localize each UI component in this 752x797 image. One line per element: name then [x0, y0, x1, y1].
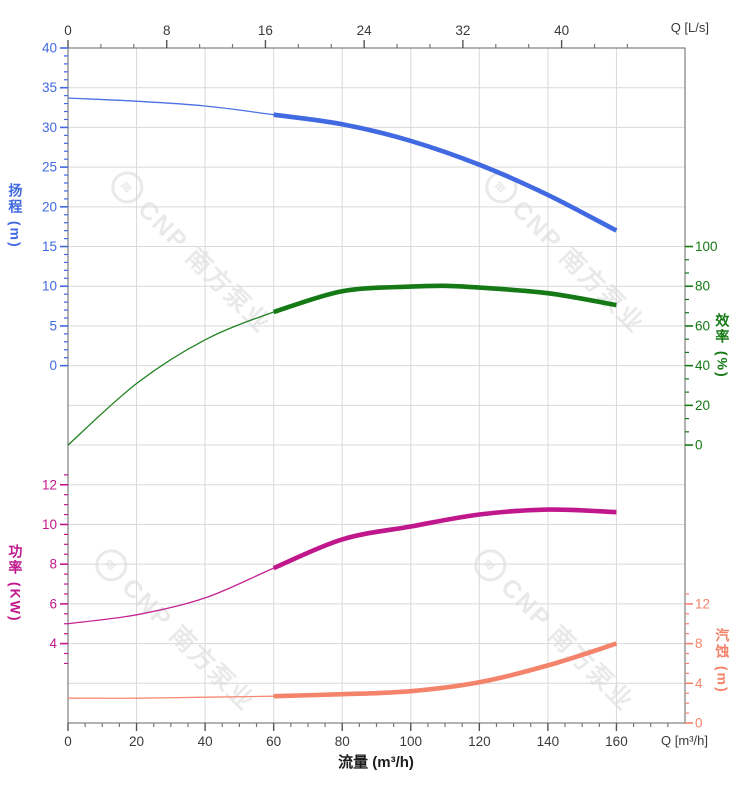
- bottom-tick-label: 0: [64, 734, 72, 749]
- head-tick-label: 5: [49, 318, 57, 333]
- bottom-tick-label: 160: [605, 734, 628, 749]
- efficiency-tick-label: 80: [695, 279, 710, 294]
- efficiency-tick-label: 0: [695, 438, 703, 453]
- top-tick-label: 24: [357, 23, 373, 38]
- head-tick-label: 30: [42, 120, 57, 135]
- power-tick-label: 12: [42, 477, 57, 492]
- power-curve-thick: [272, 507, 617, 571]
- efficiency-tick-label: 40: [695, 358, 710, 373]
- watermark-text: CNP 南方泵业: [132, 195, 277, 339]
- head-tick-label: 10: [42, 279, 57, 294]
- head-tick-label: 40: [42, 41, 57, 56]
- bottom-tick-label: 120: [468, 734, 491, 749]
- head-tick-label: 20: [42, 199, 57, 214]
- head-tick-label: 0: [49, 358, 57, 373]
- top-tick-label: 0: [64, 23, 72, 38]
- head-curve-thick: [273, 112, 618, 233]
- top-tick-label: 32: [455, 23, 470, 38]
- top-axis-unit-label: Q [L/s]: [670, 20, 709, 35]
- watermark: ≋ CNP 南方泵业: [477, 163, 654, 340]
- bottom-tick-label: 100: [400, 734, 423, 749]
- efficiency-axis-title: 效率 (%): [714, 313, 731, 379]
- bottom-axis-unit-label: Q [m³/h]: [661, 733, 708, 748]
- watermark-text: CNP 南方泵业: [116, 573, 261, 717]
- npsh-axis-title: 汽蚀 (m): [714, 628, 731, 694]
- watermark-text: CNP 南方泵业: [506, 195, 651, 339]
- efficiency-curve-thick: [273, 283, 617, 315]
- npsh-tick-label: 4: [695, 676, 703, 691]
- power-tick-label: 10: [42, 517, 57, 532]
- top-tick-label: 16: [258, 23, 273, 38]
- power-tick-label: 8: [49, 557, 57, 572]
- top-tick-label: 8: [163, 23, 171, 38]
- head-axis-title: 扬程 (m): [7, 183, 24, 249]
- watermark-text: CNP 南方泵业: [495, 573, 640, 717]
- bottom-tick-label: 140: [537, 734, 560, 749]
- efficiency-tick-label: 100: [695, 239, 718, 254]
- top-tick-label: 40: [554, 23, 569, 38]
- npsh-tick-label: 12: [695, 596, 710, 611]
- bottom-tick-label: 20: [129, 734, 144, 749]
- bottom-tick-label: 80: [335, 734, 350, 749]
- watermark: ≋ CNP 南方泵业: [466, 541, 643, 718]
- head-tick-label: 25: [42, 160, 57, 175]
- power-tick-label: 6: [49, 596, 57, 611]
- npsh-tick-label: 0: [695, 716, 703, 731]
- power-tick-label: 4: [49, 636, 57, 651]
- efficiency-curve-thin: [67, 285, 617, 446]
- flow-axis-title: 流量 (m³/h): [338, 754, 414, 771]
- head-tick-label: 35: [42, 80, 57, 95]
- power-axis-title: 功率 (KW): [7, 544, 24, 623]
- head-tick-label: 15: [42, 239, 57, 254]
- watermark: ≋ CNP 南方泵业: [87, 541, 264, 718]
- watermark: ≋ CNP 南方泵业: [103, 163, 280, 340]
- bottom-tick-label: 60: [266, 734, 281, 749]
- npsh-tick-label: 8: [695, 636, 703, 651]
- bottom-tick-label: 40: [198, 734, 213, 749]
- npsh-curve-thin: [67, 642, 617, 699]
- efficiency-tick-label: 20: [695, 398, 710, 413]
- efficiency-tick-label: 60: [695, 318, 710, 333]
